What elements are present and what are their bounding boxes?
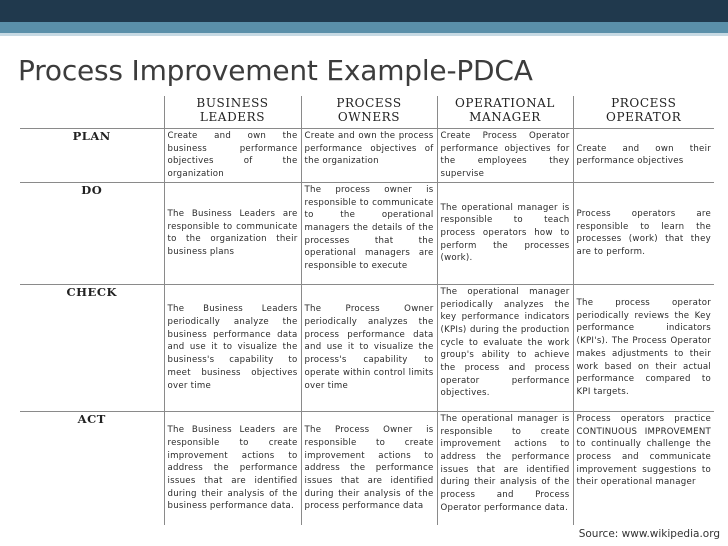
table-cell: Create and own the process performance o… (300, 128, 437, 183)
table-row-plan: PLAN Create and own the business perform… (20, 128, 714, 183)
cell-text: Create Process Operator performance obje… (440, 131, 570, 180)
table-cell: The Business Leaders periodically analyz… (163, 283, 301, 412)
header-line: OPERATIONAL (454, 96, 556, 110)
phase-label-do: DO (20, 181, 164, 285)
header-process-operator: PROCESS OPERATOR (572, 96, 714, 129)
cell-text: Process operators practice CONTINUOUS IM… (576, 413, 711, 488)
header-thin-band (0, 33, 728, 36)
table-cell: The Business Leaders are responsible to … (163, 410, 301, 526)
table-cell: Process operators are responsible to lea… (572, 181, 714, 285)
table-cell: Create and own their performance objecti… (572, 128, 714, 183)
header-line: BUSINESS (196, 96, 269, 110)
table-cell: Create Process Operator performance obje… (436, 128, 573, 183)
slide-title: Process Improvement Example-PDCA (18, 54, 533, 87)
cell-text: The Process Owner periodically analyzes … (304, 304, 434, 391)
header-row: BUSINESS LEADERS PROCESS OWNERS OPERATIO… (20, 96, 714, 129)
table-cell: The Business Leaders are responsible to … (163, 181, 301, 285)
cell-text: Create and own the business performance … (167, 131, 298, 180)
table-row-act: ACT The Business Leaders are responsible… (20, 410, 714, 526)
table-cell: Process operators practice CONTINUOUS IM… (572, 410, 714, 526)
cell-text: The process owner is responsible to comm… (304, 184, 434, 272)
header-business-leaders: BUSINESS LEADERS (163, 96, 301, 129)
table-cell: Create and own the business performance … (163, 128, 301, 183)
table-row-check: CHECK The Business Leaders periodically … (20, 283, 714, 412)
cell-text: The operational manager is responsible t… (440, 202, 570, 264)
header-line: OPERATOR (606, 110, 682, 124)
table-cell: The operational manager is responsible t… (436, 410, 573, 526)
cell-text: Create and own their performance objecti… (576, 143, 711, 167)
phase-label-act: ACT (20, 410, 164, 526)
header-line: PROCESS (336, 96, 402, 110)
table-cell: The Process Owner is responsible to crea… (300, 410, 437, 526)
header-line: OWNERS (337, 110, 401, 124)
table-cell: The process owner is responsible to comm… (300, 181, 437, 285)
pdca-table: BUSINESS LEADERS PROCESS OWNERS OPERATIO… (20, 96, 714, 526)
source-credit: Source: www.wikipedia.org (578, 528, 720, 540)
header-process-owners: PROCESS OWNERS (300, 96, 437, 129)
cell-text: Create and own the process performance o… (304, 131, 434, 167)
table-cell: The operational manager is responsible t… (436, 181, 573, 285)
header-accent-band (0, 22, 728, 33)
header-operational-manager: OPERATIONAL MANAGER (436, 96, 573, 129)
header-line: LEADERS (199, 110, 266, 124)
cell-text: The Business Leaders periodically analyz… (167, 304, 298, 391)
header-line: MANAGER (469, 110, 541, 124)
cell-text: The Business Leaders are responsible to … (167, 425, 298, 512)
cell-text: The operational manager periodically ana… (440, 286, 570, 399)
table-row-do: DO The Business Leaders are responsible … (20, 181, 714, 285)
phase-label-plan: PLAN (20, 128, 164, 183)
cell-text: Process operators are responsible to lea… (576, 208, 711, 258)
header-band (0, 0, 728, 22)
header-line: PROCESS (611, 96, 677, 110)
cell-text: The operational manager is responsible t… (440, 413, 570, 513)
cell-text: The Business Leaders are responsible to … (167, 208, 298, 258)
header-blank (20, 96, 164, 129)
cell-text: The Process Owner is responsible to crea… (304, 425, 434, 512)
phase-label-check: CHECK (20, 283, 164, 412)
table-cell: The process operator periodically review… (572, 283, 714, 412)
cell-text: The process operator periodically review… (576, 298, 711, 397)
table-cell: The operational manager periodically ana… (436, 283, 573, 412)
table-cell: The Process Owner periodically analyzes … (300, 283, 437, 412)
